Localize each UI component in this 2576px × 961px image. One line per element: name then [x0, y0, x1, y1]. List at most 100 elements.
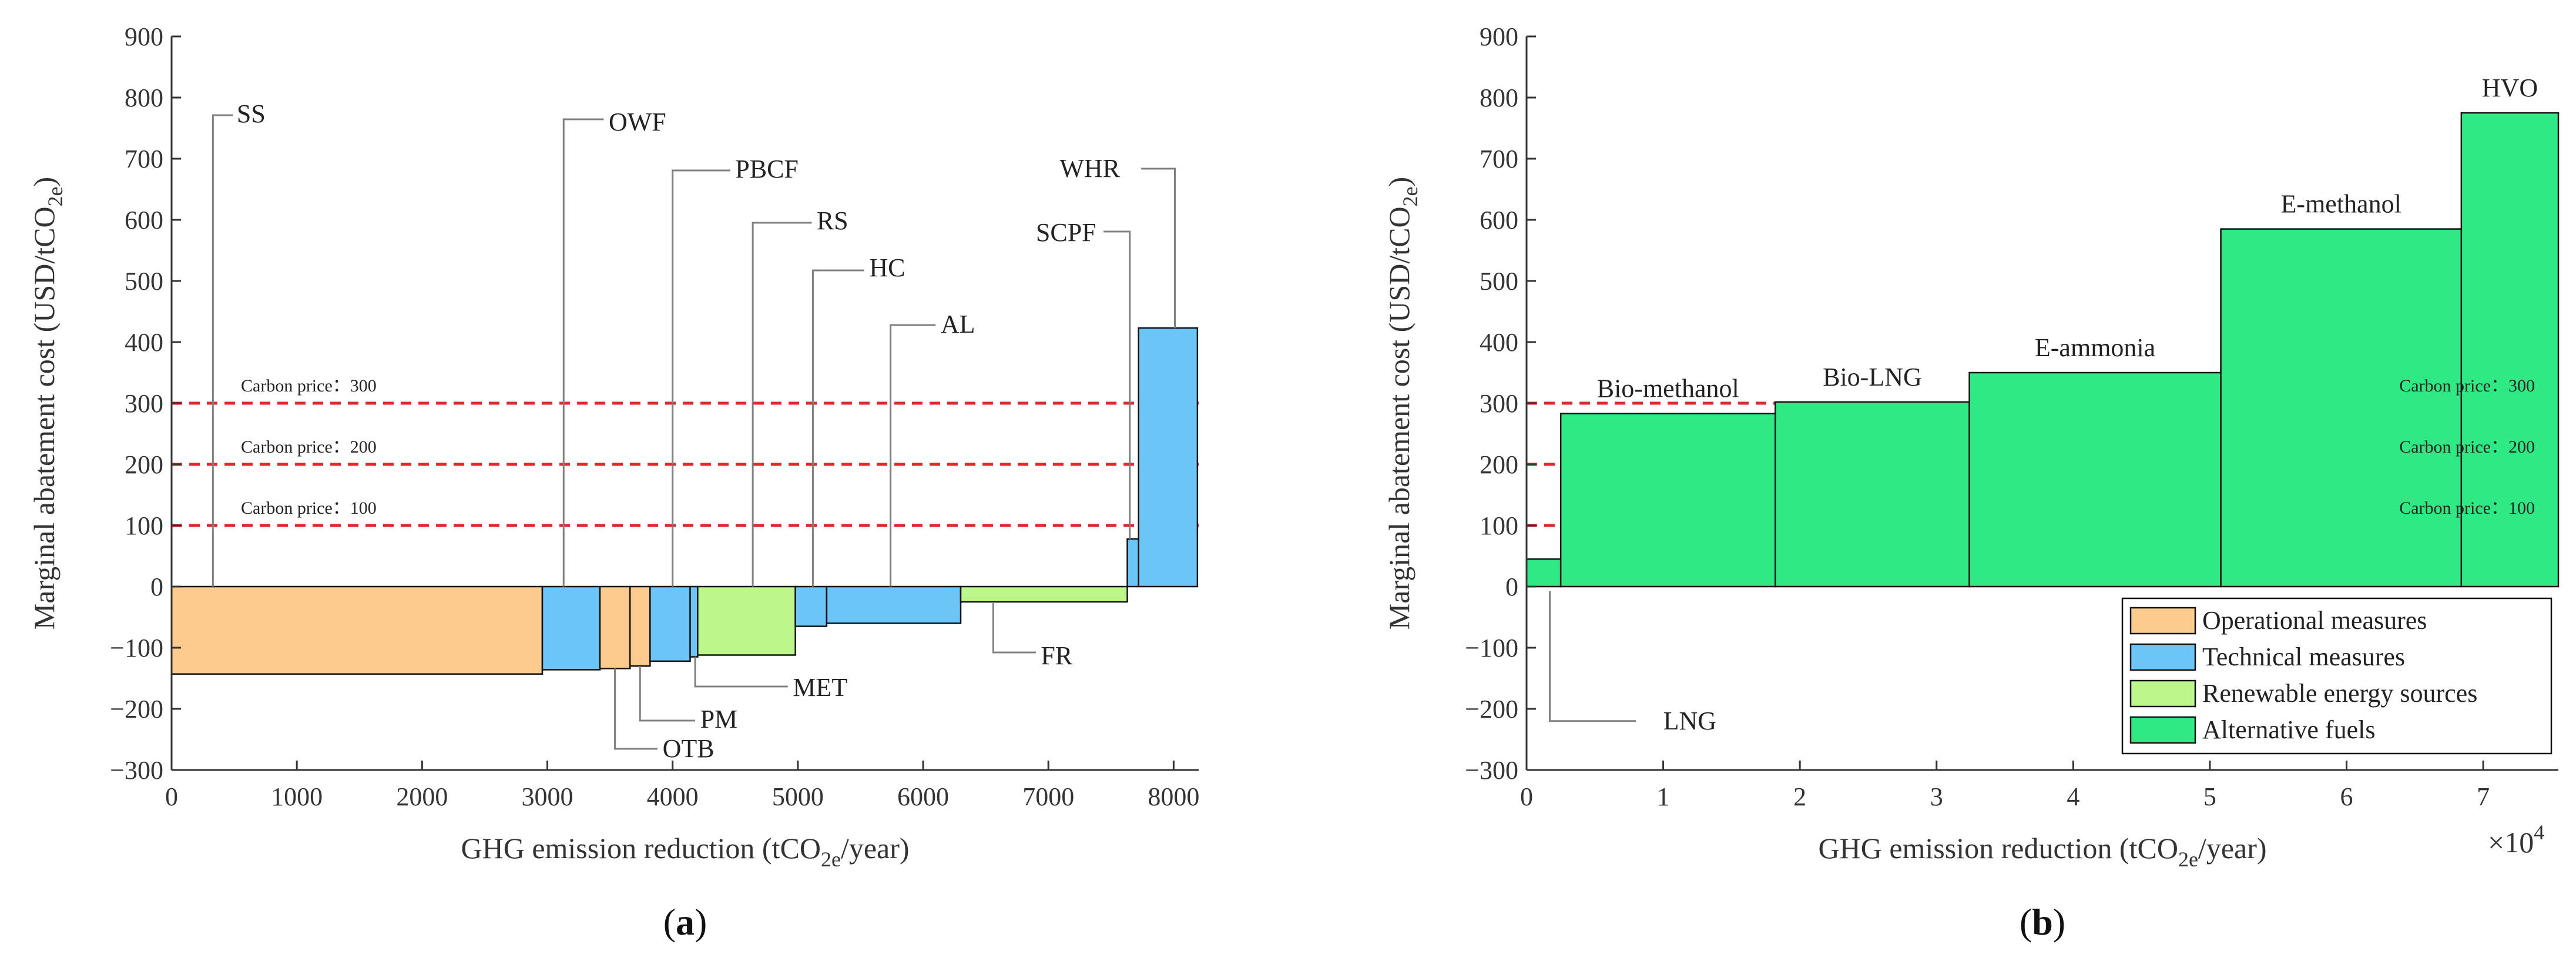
panel-label-paren: (: [2020, 901, 2032, 943]
bar-label-e-ammonia: E-ammonia: [2035, 333, 2155, 362]
bar-met: [689, 585, 699, 658]
x-tick-label: 8000: [1148, 782, 1199, 811]
x-axis-label-subscript: 2e: [821, 848, 841, 871]
carbon-price-label-300: Carbon price：300: [241, 376, 377, 396]
bar-label-owf: OWF: [609, 108, 666, 136]
annotation-hc-line: [811, 269, 864, 587]
panel-label-paren: ): [695, 901, 707, 943]
bar-label-al: AL: [941, 310, 975, 339]
legend-label-operational-measures: Operational measures: [2202, 606, 2427, 635]
y-axis-label-part: ): [1383, 177, 1416, 187]
bar-rs: [697, 585, 796, 656]
legend-label-alternative-fuels: Alternative fuels: [2202, 715, 2375, 744]
bar-bio-methanol: [1559, 413, 1776, 588]
x-tick-label: 1: [1657, 782, 1670, 811]
x-axis-label-subscript: 2e: [2178, 848, 2198, 871]
x-tick-label: 6: [2340, 782, 2353, 811]
bar-hc: [794, 585, 828, 627]
panel-a-chart: Carbon price：300 Carbon price：200 Carbon p…: [28, 22, 1199, 943]
bar-ss: [170, 585, 544, 675]
bar-label-e-methanol: E-methanol: [2281, 190, 2401, 219]
y-tick-label: 600: [1480, 206, 1518, 235]
carbon-price-label-100: Carbon price：100: [241, 498, 377, 518]
bar-label-bio-lng: Bio-LNG: [1823, 363, 1922, 391]
x-axis-label: GHG emission reduction (tCO2e/year): [1819, 832, 2267, 871]
y-tick-label: 500: [1480, 267, 1518, 296]
bar-label-pbcf: PBCF: [735, 155, 799, 183]
x-axis-multiplier-base: ×10: [2488, 826, 2534, 859]
x-axis-label-part: GHG emission reduction (tCO: [1819, 832, 2178, 865]
bar-otb: [599, 585, 631, 669]
bar-label-scpf: SCPF: [1036, 218, 1096, 247]
y-tick-label: 400: [1480, 328, 1518, 357]
bar-label-fr: FR: [1041, 641, 1072, 670]
carbon-price-label-200: Carbon price：200: [241, 437, 377, 457]
bar-label-lng: LNG: [1663, 706, 1716, 735]
bar-e-ammonia: [1968, 371, 2222, 588]
x-tick-label: 5000: [772, 782, 824, 811]
y-axis-label-subscript: 2e: [1398, 186, 1422, 206]
legend-label-technical-measures: Technical measures: [2202, 642, 2405, 671]
x-tick-label: 1000: [271, 782, 323, 811]
y-tick-label: 200: [125, 450, 163, 479]
bar-label-pm: PM: [700, 705, 738, 734]
y-tick-label: 700: [125, 145, 163, 173]
x-axis-label: GHG emission reduction (tCO2e/year): [461, 832, 910, 871]
y-tick-label: 300: [125, 389, 163, 418]
y-axis-label: Marginal abatement cost (USD/tCO2e): [28, 177, 67, 629]
x-axis-label-part: GHG emission reduction (tCO: [461, 832, 821, 865]
y-tick-label: −100: [1465, 634, 1518, 662]
legend-swatch-operational-measures: [2129, 607, 2196, 635]
annotation-met-line: [694, 657, 788, 688]
y-tick-label: 900: [1480, 22, 1518, 51]
bar-e-methanol: [2220, 228, 2463, 588]
panel-label-letter: b: [2032, 901, 2053, 943]
bar-hvo: [2460, 112, 2560, 588]
y-axis-label-subscript: 2e: [43, 186, 67, 206]
legend-swatch-renewable-energy-sources: [2129, 679, 2196, 708]
y-tick-label: 100: [125, 511, 163, 540]
annotation-al-line: [890, 324, 936, 587]
panel-label: (b): [2020, 901, 2065, 943]
annotation-otb-line: [614, 668, 658, 750]
x-tick-label: 4000: [647, 782, 699, 811]
bar-label-otb: OTB: [663, 734, 715, 763]
y-tick-label: 300: [1480, 389, 1518, 418]
panel-b-chart: Carbon price：300 Carbon price：200 Carbon p…: [1383, 22, 2560, 943]
x-tick-label: 3: [1930, 782, 1943, 811]
y-tick-label: 700: [1480, 145, 1518, 173]
x-tick-label: 6000: [897, 782, 949, 811]
x-tick-label: 4: [2067, 782, 2079, 811]
x-tick-label: 0: [165, 782, 178, 811]
x-tick-label: 5: [2203, 782, 2216, 811]
y-tick-label: 0: [150, 572, 163, 601]
annotation-lng-line: [1549, 591, 1636, 722]
x-tick-label: 3000: [522, 782, 573, 811]
x-tick-label: 7000: [1022, 782, 1074, 811]
legend-swatch-technical-measures: [2129, 643, 2196, 671]
bar-al: [826, 585, 962, 624]
carbon-price-label-300: Carbon price：300: [2399, 376, 2535, 396]
bar-label-met: MET: [793, 673, 847, 702]
y-tick-label: 200: [1480, 450, 1518, 479]
panel-label-letter: a: [676, 901, 695, 943]
legend-swatch-alternative-fuels: [2129, 716, 2196, 744]
bar-lng: [1525, 558, 1562, 588]
panel-label-paren: (: [663, 901, 676, 943]
y-tick-label: 900: [125, 22, 163, 51]
x-axis-label-part: /year): [2198, 832, 2267, 865]
annotation-pm-line: [639, 666, 696, 722]
x-tick-label: 2000: [396, 782, 448, 811]
bar-owf: [541, 585, 601, 671]
y-tick-label: 600: [125, 206, 163, 235]
legend-label-renewable-energy-sources: Renewable energy sources: [2202, 679, 2477, 708]
x-tick-label: 0: [1520, 782, 1533, 811]
bar-label-bio-methanol: Bio-methanol: [1597, 374, 1739, 403]
y-axis-label-part: ): [28, 177, 61, 187]
y-tick-label: −200: [1465, 695, 1518, 724]
y-tick-label: 800: [1480, 83, 1518, 112]
y-tick-label: 0: [1505, 572, 1518, 601]
y-axis-label: Marginal abatement cost (USD/tCO2e): [1383, 177, 1422, 629]
bar-label-ss: SS: [237, 99, 266, 128]
